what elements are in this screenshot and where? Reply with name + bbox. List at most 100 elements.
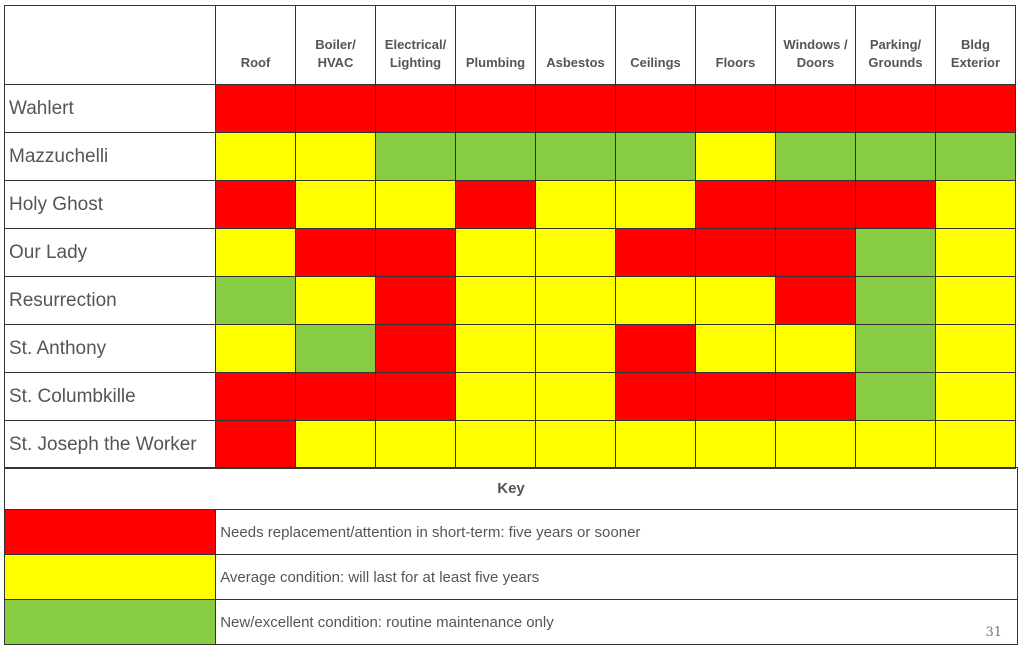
condition-cell-green [855,372,936,421]
row-label: St. Columbkille [4,372,216,421]
condition-cell-green [855,228,936,277]
condition-cell-red [375,276,456,325]
condition-cell-green [935,132,1016,181]
condition-cell-yellow [935,372,1016,421]
condition-cell-yellow [295,132,376,181]
row-label: St. Anthony [4,324,216,373]
key-swatch-red [3,509,217,555]
condition-cell-green [535,132,616,181]
column-header: Floors [695,5,776,85]
condition-cell-yellow [775,420,856,469]
condition-cell-red [615,372,696,421]
condition-cell-red [615,324,696,373]
condition-cell-yellow [295,180,376,229]
condition-cell-red [295,84,376,133]
condition-cell-yellow [295,420,376,469]
condition-cell-yellow [695,420,776,469]
condition-cell-green [455,132,536,181]
column-header: Plumbing [455,5,536,85]
condition-cell-red [215,372,296,421]
matrix-row: Our Lady [4,228,1016,277]
condition-cell-red [375,84,456,133]
column-header: Roof [215,5,296,85]
matrix-body: Wahlert Mazzuchelli Holy Ghost Our Lady Resu… [4,84,1016,469]
column-header: Electrical/Lighting [375,5,456,85]
condition-cell-yellow [455,372,536,421]
condition-cell-red [215,420,296,469]
column-header: Windows / Doors [775,5,856,85]
row-label: Holy Ghost [4,180,216,229]
condition-cell-yellow [695,132,776,181]
condition-cell-yellow [215,228,296,277]
row-label: Resurrection [4,276,216,325]
matrix-row: Holy Ghost [4,180,1016,229]
condition-cell-yellow [455,324,536,373]
column-header: Parking/Grounds [855,5,936,85]
condition-cell-yellow [455,228,536,277]
condition-cell-yellow [295,276,376,325]
condition-cell-red [295,372,376,421]
condition-cell-yellow [695,324,776,373]
key-label: Needs replacement/attention in short-ter… [215,509,1018,555]
key-label: Average condition: will last for at leas… [215,554,1018,600]
condition-cell-red [295,228,376,277]
column-header: Bldg Exterior [935,5,1016,85]
row-label: Wahlert [4,84,216,133]
key-entry: Average condition: will last for at leas… [3,554,1018,600]
condition-cell-red [695,84,776,133]
condition-cell-yellow [535,228,616,277]
condition-cell-yellow [455,420,536,469]
matrix-row: St. Joseph the Worker [4,420,1016,469]
condition-cell-yellow [695,276,776,325]
condition-cell-yellow [615,276,696,325]
condition-cell-red [375,228,456,277]
condition-cell-red [375,372,456,421]
condition-cell-yellow [535,420,616,469]
condition-cell-green [855,276,936,325]
condition-cell-yellow [935,180,1016,229]
key-entry: Needs replacement/attention in short-ter… [3,509,1018,555]
condition-cell-red [535,84,616,133]
condition-cell-yellow [855,420,936,469]
condition-cell-yellow [775,324,856,373]
legend-key: Key Needs replacement/attention in short… [3,467,1018,645]
condition-cell-red [215,180,296,229]
condition-cell-yellow [615,180,696,229]
column-header: Ceilings [615,5,696,85]
condition-cell-yellow [215,324,296,373]
condition-cell-yellow [535,324,616,373]
condition-cell-yellow [935,420,1016,469]
condition-cell-yellow [935,324,1016,373]
matrix-row: Wahlert [4,84,1016,133]
key-entry: New/excellent condition: routine mainten… [3,599,1018,645]
condition-cell-green [295,324,376,373]
condition-cell-yellow [535,180,616,229]
condition-cell-yellow [375,420,456,469]
condition-cell-red [215,84,296,133]
page-number: 31 [985,625,1002,640]
corner-cell [4,5,216,85]
condition-cell-green [615,132,696,181]
condition-cell-green [215,276,296,325]
matrix-row: St. Anthony [4,324,1016,373]
key-label: New/excellent condition: routine mainten… [215,599,1018,645]
condition-cell-yellow [615,420,696,469]
condition-cell-red [615,84,696,133]
condition-cell-yellow [535,372,616,421]
header-row: Roof Boiler/HVAC Electrical/Lighting Plu… [4,5,1016,85]
condition-cell-red [935,84,1016,133]
condition-cell-yellow [215,132,296,181]
row-label: Our Lady [4,228,216,277]
condition-cell-red [695,180,776,229]
matrix-row: Mazzuchelli [4,132,1016,181]
column-header: Boiler/HVAC [295,5,376,85]
condition-cell-yellow [935,276,1016,325]
condition-cell-red [775,180,856,229]
condition-cell-red [615,228,696,277]
condition-cell-red [855,84,936,133]
row-label: St. Joseph the Worker [4,420,216,469]
condition-cell-red [775,372,856,421]
matrix-row: St. Columbkille [4,372,1016,421]
condition-cell-red [775,84,856,133]
key-title: Key [4,467,1018,510]
